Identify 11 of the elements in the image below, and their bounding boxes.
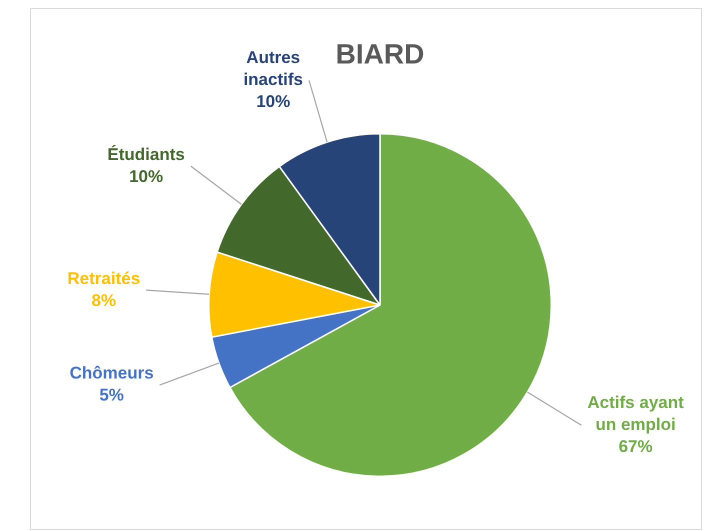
- data-label: 8%: [91, 290, 116, 310]
- data-label: 67%: [618, 436, 653, 456]
- slice-label: Retraités: [67, 268, 140, 288]
- slice-label: Actifs ayant un emploi: [587, 392, 684, 434]
- chart-title: BIARD: [336, 38, 424, 70]
- data-label: 10%: [129, 166, 164, 186]
- slice-label: Autres inactifs: [243, 48, 303, 89]
- data-label: 10%: [256, 92, 290, 111]
- slice-label: Chômeurs: [70, 364, 154, 383]
- data-label: 5%: [99, 386, 124, 405]
- slice-label: Étudiants: [107, 144, 185, 164]
